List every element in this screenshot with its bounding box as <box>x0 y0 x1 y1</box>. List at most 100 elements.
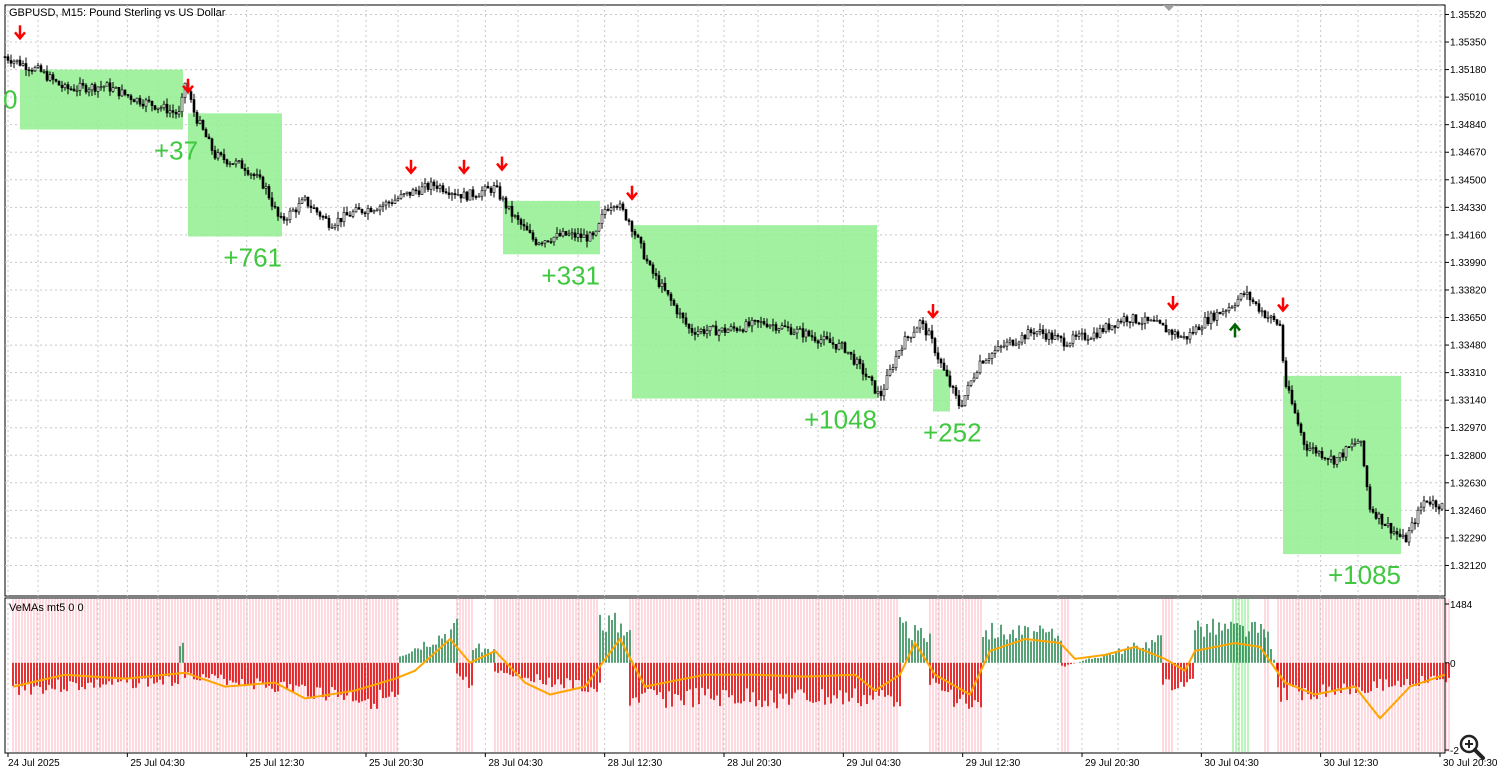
candle-body <box>828 338 832 344</box>
candle-body <box>195 111 199 124</box>
candle-body <box>678 312 682 315</box>
candle-body <box>480 190 484 197</box>
candle-body <box>375 209 379 212</box>
x-tick-label: 30 Jul 20:30 <box>1443 758 1498 769</box>
zone-labels: 0 +37 +761 +331 +1048 +252 +1085 <box>3 85 1401 591</box>
candle-body <box>87 89 91 93</box>
candle-body <box>417 190 421 195</box>
red-down-arrow-icon[interactable] <box>458 159 470 175</box>
red-down-arrow-icon[interactable] <box>1167 295 1179 311</box>
red-down-arrow-icon[interactable] <box>927 304 939 319</box>
candle-body <box>1239 293 1243 300</box>
time-axis[interactable]: 24 Jul 2025 25 Jul 04:30 25 Jul 12:30 25 Ju… <box>7 753 1498 769</box>
red-down-arrow-icon[interactable] <box>405 159 417 175</box>
candle-body <box>63 84 67 89</box>
candle-body <box>1311 447 1315 449</box>
candle-body <box>810 335 814 338</box>
candle-body <box>1008 339 1012 343</box>
red-down-arrow-icon[interactable] <box>1277 297 1289 313</box>
scroll-marker-icon[interactable] <box>1163 5 1175 11</box>
candle-body <box>1425 500 1429 503</box>
candle-body <box>339 217 343 223</box>
candle-body <box>1197 326 1201 331</box>
candle-body <box>1104 323 1108 333</box>
candle-body <box>579 233 583 238</box>
trade-zone-box <box>188 113 282 237</box>
candle-body <box>9 60 13 64</box>
candle-body <box>384 201 388 206</box>
candle-body <box>3 56 7 58</box>
candle-body <box>351 211 355 217</box>
candle-body <box>387 201 391 204</box>
y-tick-label: 1.33650 <box>1450 313 1487 324</box>
candle-body <box>15 59 19 62</box>
candle-body <box>735 327 739 331</box>
y-tick-label: 1.34160 <box>1450 230 1487 241</box>
candle-body <box>1359 440 1363 443</box>
candle-body <box>1257 303 1261 312</box>
candle-body <box>1368 486 1372 510</box>
candle-body <box>1362 440 1366 467</box>
candle-body <box>930 330 934 339</box>
candle-body <box>453 193 457 196</box>
candle-body <box>846 351 850 354</box>
candle-body <box>573 232 577 238</box>
candle-body <box>1380 513 1384 525</box>
candle-body <box>1134 314 1138 324</box>
candle-body <box>75 89 79 92</box>
y-tick-label: 1.35180 <box>1450 65 1487 76</box>
candle-body <box>918 320 922 329</box>
candle-body <box>1365 465 1369 488</box>
red-down-arrow-icon[interactable] <box>14 25 26 41</box>
candle-body <box>264 186 268 189</box>
x-tick-label: 24 Jul 2025 <box>8 758 60 769</box>
candle-body <box>729 326 733 331</box>
candle-body <box>1383 524 1387 527</box>
green-up-arrow-icon[interactable] <box>1229 322 1241 338</box>
trade-result-label: +252 <box>923 418 982 448</box>
candle-body <box>432 181 436 187</box>
candle-body <box>78 82 82 91</box>
candle-body <box>1059 335 1063 339</box>
candle-body <box>1254 301 1258 304</box>
candle-body <box>192 99 196 113</box>
candle-body <box>468 189 472 201</box>
arrow-head <box>182 84 194 94</box>
candle-body <box>1224 310 1228 313</box>
candle-body <box>138 97 142 105</box>
candle-body <box>330 227 334 229</box>
candle-body <box>1302 432 1306 445</box>
candle-body <box>645 258 649 262</box>
candle-body <box>855 358 859 365</box>
candle-body <box>96 86 100 92</box>
price-axis[interactable]: 1.35520 1.35350 1.35180 1.35010 1.34840 1.346… <box>1445 10 1487 572</box>
candle-body <box>759 321 763 323</box>
candle-body <box>597 223 601 232</box>
candle-body <box>321 216 325 218</box>
candle-body <box>120 89 124 97</box>
red-down-arrow-icon[interactable] <box>182 78 194 94</box>
candle-body <box>1065 345 1069 348</box>
candle-body <box>294 209 298 213</box>
candle-body <box>414 189 418 192</box>
candle-body <box>243 168 247 171</box>
candle-body <box>888 369 892 376</box>
candle-body <box>750 319 754 327</box>
candle-body <box>261 176 265 189</box>
candle-body <box>90 84 94 91</box>
candle-body <box>219 152 223 155</box>
candle-body <box>603 208 607 215</box>
candle-body <box>303 196 307 201</box>
red-down-arrow-icon[interactable] <box>626 185 638 201</box>
candle-body <box>1209 312 1213 324</box>
red-down-arrow-icon[interactable] <box>496 156 508 172</box>
candle-body <box>1041 329 1045 334</box>
candle-body <box>849 351 853 355</box>
candle-body <box>822 336 826 341</box>
signals[interactable] <box>14 25 1289 338</box>
candle-body <box>1002 345 1006 348</box>
zoom-button[interactable] <box>1456 731 1488 763</box>
candle-body <box>999 345 1003 348</box>
candle-body <box>1116 320 1120 328</box>
